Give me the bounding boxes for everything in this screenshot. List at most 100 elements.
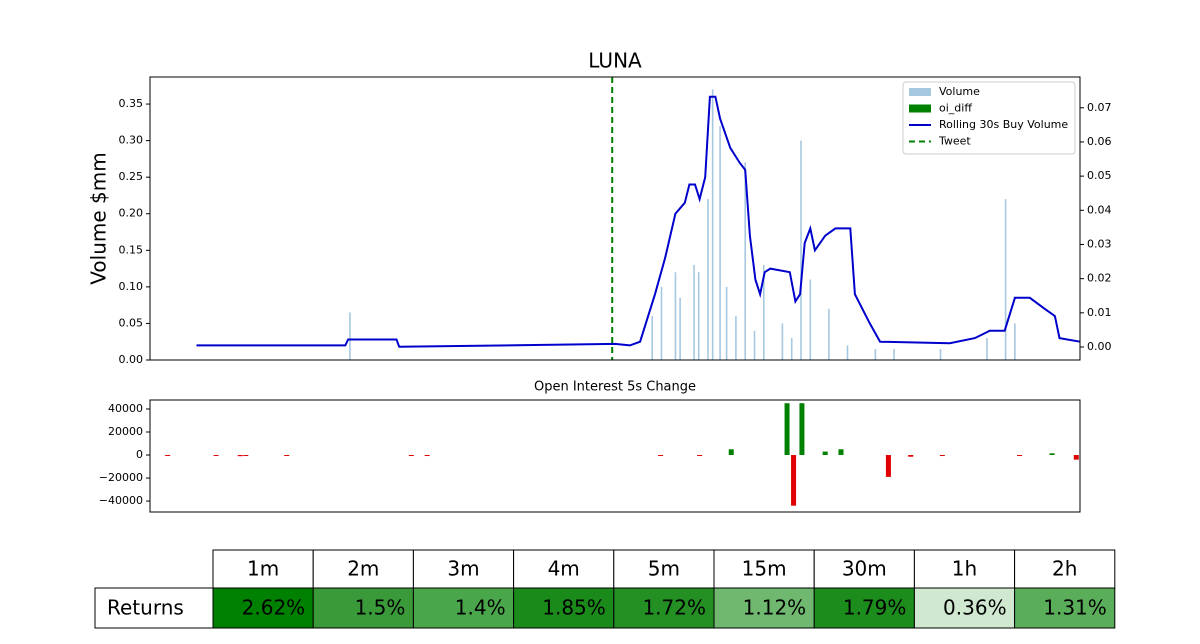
header-label: 1m [247, 557, 279, 581]
legend-swatch [909, 88, 931, 96]
row-label-cell [94, 587, 214, 629]
return-value: 0.36% [943, 596, 1007, 620]
volume-bar [846, 345, 849, 360]
volume-bar [1004, 199, 1007, 360]
header-label: 5m [648, 557, 680, 581]
oi-bar [908, 455, 914, 457]
y-tick-label: 0.35 [119, 97, 144, 110]
volume-bar [679, 297, 681, 360]
header-cell [1014, 549, 1116, 589]
legend-swatch [909, 104, 931, 113]
return-cell [312, 587, 414, 629]
return-value: 1.72% [642, 596, 706, 620]
return-cell [713, 587, 815, 629]
y-tick-label: 0.05 [119, 316, 144, 329]
y2-tick-label: 0.06 [1087, 135, 1112, 148]
volume-bar [986, 338, 988, 360]
header-label: 3m [447, 557, 479, 581]
y-tick-label: 0.15 [119, 243, 144, 256]
y2-tick-label: 0.07 [1087, 101, 1112, 114]
volume-bar [893, 349, 895, 360]
return-cell [513, 587, 615, 629]
y2-tick-label: 0.05 [1087, 169, 1112, 182]
oi-bar [822, 451, 828, 456]
row-label: Returns [107, 596, 184, 620]
return-cell [212, 587, 314, 629]
oi-bar [697, 455, 703, 457]
return-value: 1.4% [455, 596, 506, 620]
volume-bar [781, 323, 784, 360]
header-cell [613, 549, 715, 589]
plot-frame [149, 399, 1081, 513]
volume-bar [707, 199, 709, 360]
volume-bar [651, 316, 653, 360]
oi-bar [408, 455, 414, 457]
y-tick-label: 0.30 [119, 134, 144, 147]
oi-bar [284, 455, 290, 457]
return-value: 2.62% [242, 596, 306, 620]
rolling-line [196, 95, 1081, 348]
header-label: 2m [347, 557, 379, 581]
oi-bar [791, 455, 797, 506]
oi-bar [1073, 455, 1079, 460]
oi-bar [728, 449, 734, 456]
return-value: 1.31% [1043, 596, 1107, 620]
volume-bar [1014, 323, 1016, 360]
return-cell [813, 587, 915, 629]
y2-tick-label: 0.00 [1087, 340, 1112, 353]
volume-bar [725, 286, 728, 360]
return-cell [913, 587, 1016, 629]
volume-bar [719, 125, 721, 360]
oi-bar [838, 449, 844, 456]
oi-bar [1017, 455, 1023, 457]
y2-tick-label: 0.03 [1087, 237, 1112, 250]
header-cell [312, 549, 414, 589]
oi-bar [784, 403, 790, 456]
legend-label: oi_diff [939, 102, 972, 115]
oi-bar [658, 455, 664, 457]
header-cell [713, 549, 815, 589]
volume-bar [660, 286, 663, 360]
plot-frame [149, 76, 1081, 361]
oi-bar [424, 455, 430, 457]
header-cell [412, 549, 515, 589]
y-tick-label: 0 [136, 448, 143, 461]
oi-bar [1049, 453, 1055, 456]
volume-bar [349, 312, 351, 360]
y-tick-label: 20000 [108, 425, 143, 438]
volume-bar [674, 272, 677, 360]
y-tick-label: −20000 [99, 471, 143, 484]
volume-bar [763, 264, 765, 360]
y-axis-label: Volume $mm [87, 152, 111, 284]
y-tick-label: 0.00 [119, 353, 144, 366]
return-value: 1.85% [542, 596, 606, 620]
volume-bar [697, 272, 700, 360]
y2-tick-label: 0.02 [1087, 272, 1112, 285]
header-cell [813, 549, 915, 589]
volume-bar [735, 316, 737, 360]
oi-bar [885, 455, 891, 477]
legend-label: Rolling 30s Buy Volume [939, 118, 1068, 131]
y-tick-label: 40000 [108, 402, 143, 415]
volume-bar [809, 279, 812, 360]
volume-bar [790, 338, 793, 360]
volume-bar [753, 330, 756, 360]
header-cell [212, 549, 314, 589]
chart-title: LUNA [588, 49, 642, 73]
oi-bar [799, 403, 805, 456]
header-cell [913, 549, 1016, 589]
oi-bar [165, 455, 171, 457]
return-value: 1.5% [355, 596, 406, 620]
y-tick-label: 0.10 [119, 280, 144, 293]
header-label: 2h [1052, 557, 1077, 581]
oi-bar [939, 455, 945, 457]
oi-bar [243, 455, 249, 457]
volume-bar [939, 349, 942, 360]
return-cell [1014, 587, 1116, 629]
chart-title: Open Interest 5s Change [534, 380, 696, 395]
y-tick-label: 0.25 [119, 170, 144, 183]
legend-label: Volume [939, 85, 980, 98]
oi-bar [237, 455, 243, 457]
volume-bar [828, 308, 830, 360]
